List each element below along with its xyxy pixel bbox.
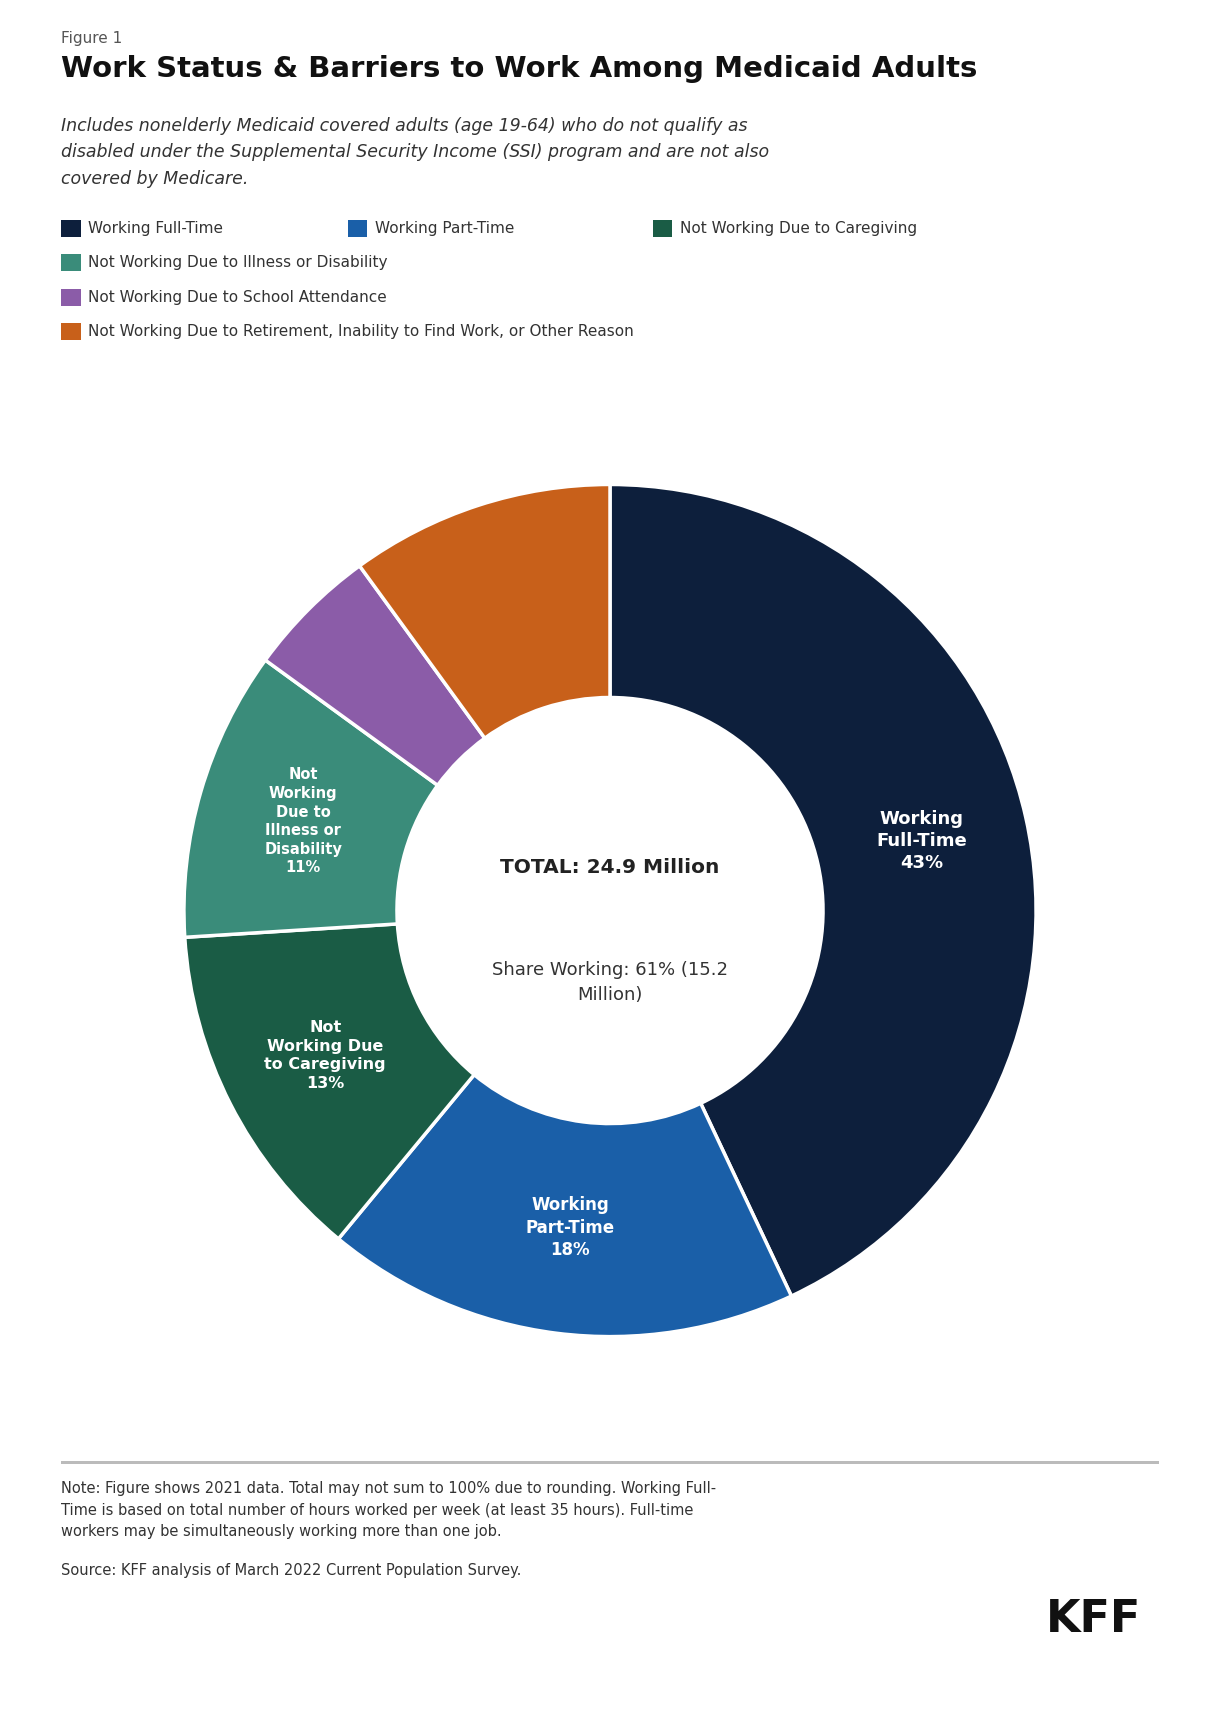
Text: Note: Figure shows 2021 data. Total may not sum to 100% due to rounding. Working: Note: Figure shows 2021 data. Total may … [61,1481,716,1539]
Text: Includes nonelderly Medicaid covered adults (age 19-64) who do not qualify as
di: Includes nonelderly Medicaid covered adu… [61,117,769,187]
Wedge shape [265,565,484,785]
Text: Working
Part-Time
18%: Working Part-Time 18% [526,1196,615,1259]
Wedge shape [610,484,1036,1295]
Text: Not
Working Due
to Caregiving
13%: Not Working Due to Caregiving 13% [265,1020,386,1091]
Text: TOTAL: 24.9 Million: TOTAL: 24.9 Million [500,859,720,878]
Text: Working
Full-Time
43%: Working Full-Time 43% [876,809,967,873]
Wedge shape [360,484,610,739]
Text: Not Working Due to School Attendance: Not Working Due to School Attendance [88,290,387,304]
Text: Working Part-Time: Working Part-Time [375,222,514,235]
Text: Working Full-Time: Working Full-Time [88,222,223,235]
Text: Not
Working
Due to
Illness or
Disability
11%: Not Working Due to Illness or Disability… [265,768,342,876]
Text: Not Working Due to Caregiving: Not Working Due to Caregiving [680,222,916,235]
Text: Figure 1: Figure 1 [61,31,122,46]
Text: Share Working: 61% (15.2
Million): Share Working: 61% (15.2 Million) [492,962,728,1005]
Text: Not Working Due to Illness or Disability: Not Working Due to Illness or Disability [88,256,387,270]
Text: KFF: KFF [1046,1598,1141,1641]
Text: Work Status & Barriers to Work Among Medicaid Adults: Work Status & Barriers to Work Among Med… [61,55,977,82]
Text: Not Working Due to Retirement, Inability to Find Work, or Other Reason: Not Working Due to Retirement, Inability… [88,325,633,338]
Wedge shape [184,924,475,1239]
Wedge shape [338,1075,792,1337]
Text: Source: KFF analysis of March 2022 Current Population Survey.: Source: KFF analysis of March 2022 Curre… [61,1563,521,1579]
Wedge shape [184,660,438,938]
